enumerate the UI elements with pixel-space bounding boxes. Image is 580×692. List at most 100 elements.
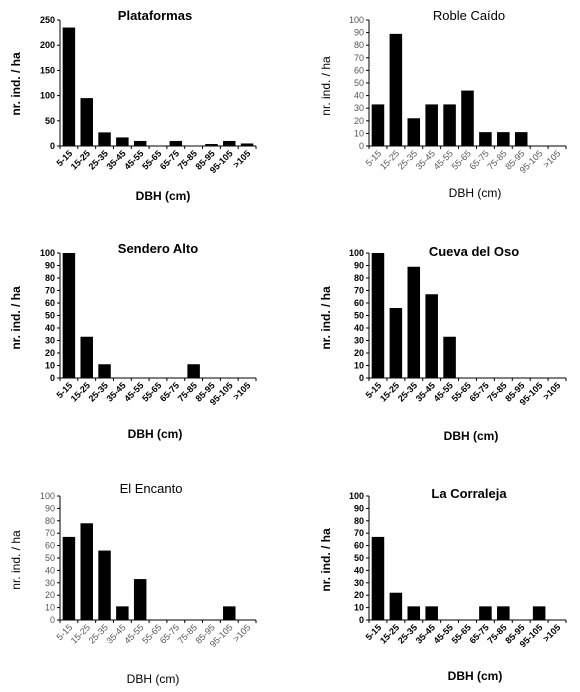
y-tick-label: 0 — [50, 615, 55, 625]
x-tick-label: >105 — [231, 622, 252, 643]
x-tick-label: 75-85 — [176, 380, 199, 403]
y-tick-label: 90 — [354, 28, 364, 38]
x-tick-label: 55-65 — [450, 380, 473, 403]
y-axis-label: nr. ind. / ha — [319, 286, 333, 350]
y-tick-label: 80 — [45, 273, 55, 283]
y-tick-label: 50 — [354, 78, 364, 88]
y-tick-label: 80 — [45, 516, 55, 526]
y-tick-label: 60 — [354, 298, 364, 308]
x-tick-label: >105 — [231, 380, 252, 401]
bar — [98, 364, 111, 378]
y-tick-label: 50 — [45, 116, 55, 126]
bar — [371, 253, 385, 378]
x-tick-label: 45-55 — [432, 622, 455, 645]
x-tick-label: 15-25 — [378, 622, 401, 645]
y-tick-label: 70 — [45, 528, 55, 538]
chart-title: Plataformas — [118, 8, 192, 23]
y-axis-label: nr. ind. / ha — [319, 528, 333, 592]
bar — [425, 294, 438, 378]
chart-panel: Sendero Alto01020304050607080901005-1515… — [9, 241, 257, 441]
bar — [187, 364, 200, 378]
y-tick-label: 70 — [354, 286, 364, 296]
bar — [62, 27, 76, 147]
y-tick-label: 20 — [354, 590, 364, 600]
x-tick-label: 45-55 — [432, 148, 455, 171]
y-tick-label: 0 — [359, 615, 364, 625]
x-tick-label: 55-65 — [140, 148, 163, 171]
x-tick-label: >105 — [231, 148, 252, 169]
x-tick-label: 25-35 — [396, 622, 419, 645]
x-tick-label: 15-25 — [69, 148, 92, 171]
bar — [514, 132, 528, 146]
x-tick-label: 35-45 — [414, 148, 437, 171]
bar — [479, 132, 492, 146]
x-tick-label: 25-35 — [396, 380, 419, 403]
y-tick-label: 100 — [40, 91, 55, 101]
bar — [371, 536, 385, 620]
x-tick-label: 75-85 — [176, 622, 199, 645]
bar — [371, 104, 385, 146]
y-tick-label: 10 — [45, 603, 55, 613]
y-tick-label: 100 — [349, 248, 364, 258]
y-tick-label: 50 — [354, 553, 364, 563]
x-axis-label: DBH (cm) — [449, 186, 502, 200]
y-tick-label: 0 — [359, 373, 364, 383]
chart-title: Roble Caído — [433, 8, 505, 23]
x-tick-label: >105 — [541, 148, 562, 169]
y-tick-label: 250 — [40, 15, 55, 25]
x-tick-label: 75-85 — [485, 380, 508, 403]
bar — [133, 140, 147, 146]
y-tick-label: 100 — [40, 491, 55, 501]
y-tick-label: 30 — [45, 578, 55, 588]
y-tick-label: 60 — [354, 541, 364, 551]
bar — [223, 606, 236, 620]
y-tick-label: 80 — [354, 273, 364, 283]
y-tick-label: 0 — [359, 141, 364, 151]
y-tick-label: 10 — [354, 361, 364, 371]
y-tick-label: 90 — [354, 503, 364, 513]
x-tick-label: 15-25 — [378, 380, 401, 403]
bar — [407, 118, 421, 146]
chart-title: Sendero Alto — [118, 241, 198, 256]
chart-panel: Roble Caído01020304050607080901005-1515-… — [319, 8, 567, 200]
y-tick-label: 20 — [45, 348, 55, 358]
x-tick-label: 25-35 — [87, 622, 110, 645]
bar — [80, 523, 93, 620]
x-tick-label: 55-65 — [450, 148, 473, 171]
x-tick-label: 45-55 — [432, 380, 455, 403]
bar — [389, 33, 403, 146]
y-tick-label: 20 — [354, 348, 364, 358]
y-tick-label: 150 — [40, 65, 55, 75]
x-tick-label: 65-75 — [467, 148, 490, 171]
chart-panel: Cueva del Oso01020304050607080901005-151… — [319, 244, 567, 443]
x-tick-label: 55-65 — [140, 380, 163, 403]
bar — [532, 606, 546, 620]
y-tick-label: 80 — [354, 40, 364, 50]
bar — [62, 253, 76, 378]
x-tick-label: 25-35 — [396, 148, 419, 171]
x-tick-label: 65-75 — [158, 380, 181, 403]
x-tick-label: 25-35 — [87, 148, 110, 171]
bar — [169, 140, 183, 146]
x-tick-label: 35-45 — [414, 622, 437, 645]
y-axis-label: nr. ind. / ha — [9, 52, 23, 116]
x-tick-label: 75-85 — [176, 148, 199, 171]
bar — [223, 140, 236, 146]
x-tick-label: 15-25 — [69, 622, 92, 645]
bar — [497, 606, 510, 620]
x-tick-label: 35-45 — [104, 622, 127, 645]
bar — [461, 90, 474, 146]
chart-title: Cueva del Oso — [429, 244, 519, 259]
x-tick-label: 55-65 — [140, 622, 163, 645]
y-tick-label: 40 — [354, 323, 364, 333]
x-tick-label: 45-55 — [122, 148, 145, 171]
x-tick-label: 25-35 — [87, 380, 110, 403]
bar — [116, 606, 129, 620]
y-tick-label: 10 — [354, 128, 364, 138]
bar — [479, 606, 492, 620]
bar — [80, 336, 93, 378]
y-tick-label: 30 — [354, 336, 364, 346]
y-tick-label: 20 — [354, 116, 364, 126]
y-tick-label: 10 — [354, 603, 364, 613]
